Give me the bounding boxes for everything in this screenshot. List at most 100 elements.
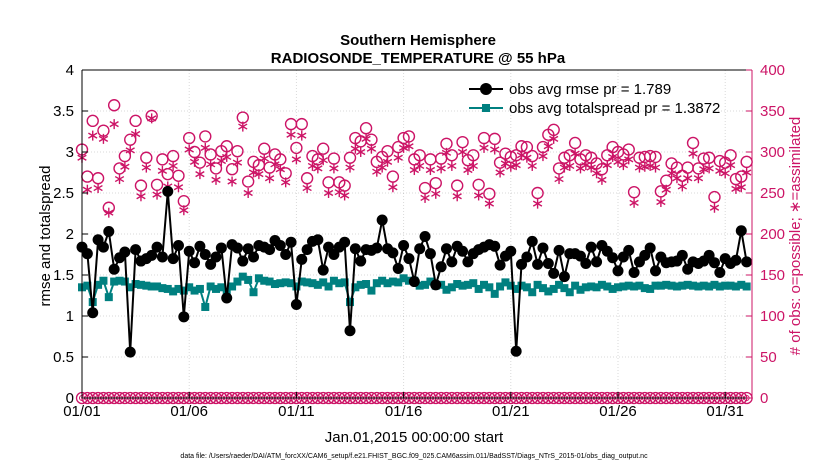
spread-point (689, 281, 698, 290)
obs-assimilated-point (248, 167, 259, 178)
asterisk-stroke (709, 204, 720, 211)
y-tick-label: 2.5 (53, 185, 74, 202)
spread-point (646, 284, 655, 293)
obs-assimilated-point (688, 148, 698, 159)
rmse-point (151, 241, 163, 253)
rmse-point (81, 248, 93, 260)
asterisk-stroke (581, 162, 591, 169)
rmse-point (612, 265, 624, 277)
obs-assimilated-point (302, 183, 312, 194)
rmse-point (424, 248, 436, 260)
rmse-point (735, 225, 747, 237)
rmse-point (119, 246, 131, 258)
asterisk-stroke (297, 132, 307, 139)
obs-assimilated-point (98, 133, 109, 144)
obs-assimilated-point (114, 174, 125, 185)
spread-point (303, 278, 312, 287)
y-right-tick-label: 150 (760, 267, 785, 284)
asterisk-stroke (307, 162, 318, 170)
rmse-point (199, 249, 211, 260)
spread-point (233, 277, 242, 286)
spread-point (522, 283, 531, 292)
rmse-point (371, 242, 383, 254)
obs-assimilated-point (184, 144, 194, 155)
obs-possible-point (451, 179, 464, 192)
spread-point (496, 282, 505, 291)
y-tick-label: 1.5 (53, 267, 74, 284)
rmse-point (505, 245, 517, 257)
spread-point (367, 286, 376, 295)
spread-point (254, 274, 263, 283)
spread-point (656, 281, 665, 290)
spread-point (533, 280, 542, 289)
asterisk-stroke (597, 176, 607, 183)
obs-assimilated-point (618, 160, 629, 171)
asterisk-stroke (731, 185, 741, 193)
obs-assimilated-point (88, 130, 98, 141)
spread-point (206, 282, 215, 291)
obs-assimilated-point (254, 169, 264, 180)
spread-point (329, 276, 338, 285)
spread-point (501, 278, 510, 287)
spread-point (99, 276, 108, 285)
obs-assimilated-point (709, 202, 720, 213)
spread-point (281, 278, 290, 287)
asterisk-stroke (211, 176, 221, 183)
obs-assimilated-point (597, 174, 607, 185)
rmse-point (183, 245, 195, 257)
asterisk-stroke (532, 200, 543, 207)
y-right-tick-label: 250 (760, 185, 785, 202)
rmse-point (248, 251, 260, 263)
obs-assimilated-point (661, 184, 671, 195)
obs-assimilated-point (109, 119, 119, 130)
asterisk-stroke (741, 169, 752, 176)
legend-marker-spread (482, 104, 490, 112)
obs-assimilated-point (682, 173, 693, 184)
spread-point (571, 281, 580, 290)
asterisk-stroke (291, 156, 302, 163)
obs-assimilated-point (339, 190, 350, 201)
obs-possible-point (124, 133, 137, 146)
asterisk-stroke (248, 169, 259, 176)
asterisk-stroke (431, 190, 441, 197)
asterisk-stroke (661, 186, 671, 193)
asterisk-stroke (602, 162, 612, 169)
asterisk-stroke (302, 184, 312, 192)
asterisk-stroke (264, 175, 275, 182)
obs-assimilated-point (93, 183, 103, 194)
rmse-point (317, 264, 329, 276)
obs-assimilated-point (130, 128, 141, 139)
spread-point (195, 284, 204, 293)
asterisk-stroke (388, 184, 398, 191)
asterisk-stroke (693, 175, 704, 182)
asterisk-stroke (227, 178, 237, 185)
obs-assimilated-point (677, 181, 688, 192)
asterisk-stroke (168, 162, 178, 170)
spread-point (715, 282, 724, 291)
asterisk-stroke (179, 207, 189, 214)
spread-point (587, 282, 596, 291)
rmse-point (108, 263, 120, 275)
spread-point (485, 283, 494, 292)
obs-assimilated-point (586, 162, 596, 173)
obs-assimilated-point (527, 160, 537, 171)
asterisk-stroke (436, 165, 446, 172)
rmse-point (457, 245, 469, 257)
obs-assimilated-point (372, 166, 382, 177)
asterisk-stroke (280, 179, 291, 186)
spread-point (721, 281, 730, 290)
y-axis-label: rmse and totalspread (37, 166, 54, 307)
rmse-point (156, 251, 168, 263)
rmse-point (435, 261, 447, 273)
asterisk-stroke (704, 165, 714, 172)
obs-assimilated-point (420, 192, 430, 203)
spread-point (463, 280, 472, 289)
y-right-axis-label: # of obs: o=possible; ∗=assimilated (787, 117, 804, 356)
obs-possible-point (627, 185, 641, 199)
rmse-point (130, 244, 142, 256)
x-axis-label: Jan.01,2015 00:00:00 start (325, 429, 504, 446)
obs-assimilated-point (120, 161, 130, 172)
obs-assimilated-point (731, 183, 741, 194)
obs-assimilated-point (559, 162, 570, 173)
asterisk-stroke (607, 153, 618, 161)
